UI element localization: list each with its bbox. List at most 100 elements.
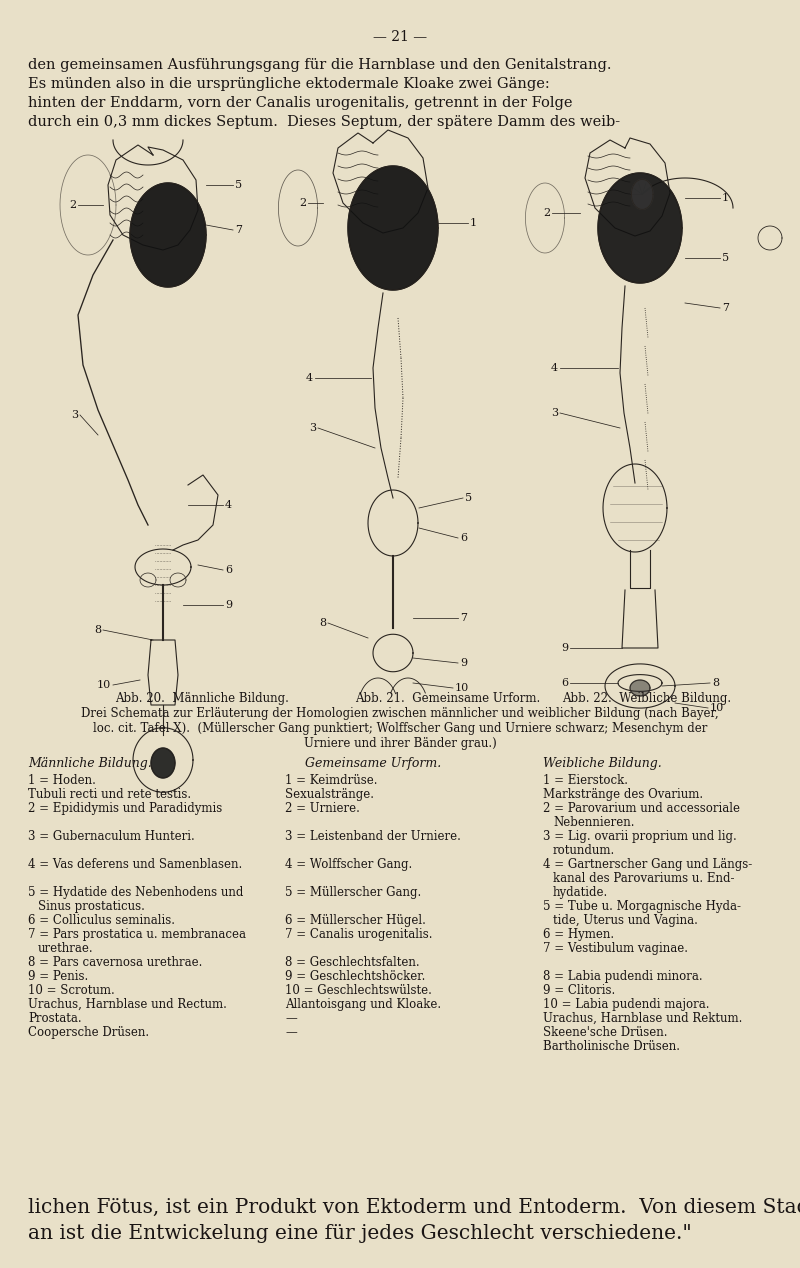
Polygon shape — [631, 179, 653, 209]
Text: Skeene'sche Drüsen.: Skeene'sche Drüsen. — [543, 1026, 667, 1038]
Text: lichen Fötus, ist ein Produkt von Ektoderm und Entoderm.  Von diesem Stadium: lichen Fötus, ist ein Produkt von Ektode… — [28, 1198, 800, 1217]
Text: 3: 3 — [551, 408, 558, 418]
Text: Prostata.: Prostata. — [28, 1012, 82, 1025]
Text: 8: 8 — [319, 618, 326, 628]
Text: 5 = Hydatide des Nebenhodens und: 5 = Hydatide des Nebenhodens und — [28, 886, 243, 899]
Text: 8: 8 — [712, 678, 719, 689]
Text: 1: 1 — [722, 193, 729, 203]
Text: 10 = Scrotum.: 10 = Scrotum. — [28, 984, 114, 997]
Text: Urachus, Harnblase und Rectum.: Urachus, Harnblase und Rectum. — [28, 998, 227, 1011]
Text: 2: 2 — [299, 198, 306, 208]
Text: Sexualstränge.: Sexualstränge. — [285, 787, 374, 801]
Text: 10: 10 — [97, 680, 111, 690]
Text: Allantoisgang und Kloake.: Allantoisgang und Kloake. — [285, 998, 441, 1011]
Text: 3 = Leistenband der Urniere.: 3 = Leistenband der Urniere. — [285, 831, 461, 843]
Text: tide, Uterus und Vagina.: tide, Uterus und Vagina. — [553, 914, 698, 927]
Text: 7: 7 — [722, 303, 729, 313]
Text: an ist die Entwickelung eine für jedes Geschlecht verschiedene.": an ist die Entwickelung eine für jedes G… — [28, 1224, 692, 1243]
Text: Urniere und ihrer Bänder grau.): Urniere und ihrer Bänder grau.) — [304, 737, 496, 749]
Text: Abb. 20.  Männliche Bildung.: Abb. 20. Männliche Bildung. — [115, 692, 289, 705]
Text: 4: 4 — [551, 363, 558, 373]
Text: Tubuli recti und rete testis.: Tubuli recti und rete testis. — [28, 787, 191, 801]
Text: 4 = Gartnerscher Gang und Längs-: 4 = Gartnerscher Gang und Längs- — [543, 858, 752, 871]
Text: —: — — [285, 1012, 297, 1025]
Text: 1: 1 — [470, 218, 477, 228]
Text: 2 = Epididymis und Paradidymis: 2 = Epididymis und Paradidymis — [28, 801, 222, 815]
Text: Gemeinsame Urform.: Gemeinsame Urform. — [305, 757, 442, 770]
Text: 8 = Labia pudendi minora.: 8 = Labia pudendi minora. — [543, 970, 702, 983]
Text: 6: 6 — [460, 533, 467, 543]
Text: Männliche Bildung.: Männliche Bildung. — [28, 757, 152, 770]
Text: 7 = Vestibulum vaginae.: 7 = Vestibulum vaginae. — [543, 942, 688, 955]
Text: 8 = Geschlechtsfalten.: 8 = Geschlechtsfalten. — [285, 956, 420, 969]
Text: 4 = Vas deferens und Samenblasen.: 4 = Vas deferens und Samenblasen. — [28, 858, 242, 871]
Text: 9 = Penis.: 9 = Penis. — [28, 970, 88, 983]
Text: 7: 7 — [235, 224, 242, 235]
Text: Nebennieren.: Nebennieren. — [553, 817, 634, 829]
Text: 1 = Eierstock.: 1 = Eierstock. — [543, 773, 628, 787]
Text: Drei Schemata zur Erläuterung der Homologien zwischen männlicher und weiblicher : Drei Schemata zur Erläuterung der Homolo… — [81, 708, 719, 720]
Text: 9: 9 — [460, 658, 467, 668]
Text: 8: 8 — [94, 625, 101, 635]
Text: 2 = Parovarium und accessoriale: 2 = Parovarium und accessoriale — [543, 801, 740, 815]
Text: hydatide.: hydatide. — [553, 886, 608, 899]
Text: hinten der Enddarm, vorn der Canalis urogenitalis, getrennt in der Folge: hinten der Enddarm, vorn der Canalis uro… — [28, 96, 573, 110]
Text: 6: 6 — [225, 566, 232, 574]
Text: 3: 3 — [309, 424, 316, 432]
Text: Markstränge des Ovarium.: Markstränge des Ovarium. — [543, 787, 703, 801]
Text: 5: 5 — [235, 180, 242, 190]
Text: 10: 10 — [455, 683, 470, 694]
Text: 9: 9 — [561, 643, 568, 653]
Text: Bartholinische Drüsen.: Bartholinische Drüsen. — [543, 1040, 680, 1052]
Text: 9: 9 — [225, 600, 232, 610]
Text: Coopersche Drüsen.: Coopersche Drüsen. — [28, 1026, 149, 1038]
Text: 2: 2 — [69, 200, 76, 210]
Text: 7 = Pars prostatica u. membranacea: 7 = Pars prostatica u. membranacea — [28, 928, 246, 941]
Polygon shape — [151, 748, 175, 779]
Text: Urachus, Harnblase und Rektum.: Urachus, Harnblase und Rektum. — [543, 1012, 742, 1025]
Text: Sinus prostaticus.: Sinus prostaticus. — [38, 900, 145, 913]
Text: 7: 7 — [460, 612, 467, 623]
Text: kanal des Parovariums u. End-: kanal des Parovariums u. End- — [553, 872, 734, 885]
Text: 4 = Wolffscher Gang.: 4 = Wolffscher Gang. — [285, 858, 412, 871]
Text: 2: 2 — [543, 208, 550, 218]
Text: Es münden also in die ursprüngliche ektodermale Kloake zwei Gänge:: Es münden also in die ursprüngliche ekto… — [28, 77, 550, 91]
Text: 1 = Hoden.: 1 = Hoden. — [28, 773, 96, 787]
Text: — 21 —: — 21 — — [373, 30, 427, 44]
Text: Weibliche Bildung.: Weibliche Bildung. — [543, 757, 662, 770]
Text: Abb. 22.  Weibliche Bildung.: Abb. 22. Weibliche Bildung. — [562, 692, 731, 705]
Text: 10 = Geschlechtswülste.: 10 = Geschlechtswülste. — [285, 984, 432, 997]
Text: 10 = Labia pudendi majora.: 10 = Labia pudendi majora. — [543, 998, 710, 1011]
Text: 6: 6 — [561, 678, 568, 689]
Text: loc. cit. Tafel X).  (Müllerscher Gang punktiert; Wolffscher Gang und Urniere sc: loc. cit. Tafel X). (Müllerscher Gang pu… — [93, 721, 707, 735]
Text: 8 = Pars cavernosa urethrae.: 8 = Pars cavernosa urethrae. — [28, 956, 202, 969]
Text: 5: 5 — [465, 493, 472, 503]
Polygon shape — [130, 183, 206, 287]
Text: 6 = Colliculus seminalis.: 6 = Colliculus seminalis. — [28, 914, 175, 927]
Text: 5 = Müllerscher Gang.: 5 = Müllerscher Gang. — [285, 886, 422, 899]
Text: 9 = Clitoris.: 9 = Clitoris. — [543, 984, 615, 997]
Text: 2 = Urniere.: 2 = Urniere. — [285, 801, 360, 815]
Text: 6 = Müllerscher Hügel.: 6 = Müllerscher Hügel. — [285, 914, 426, 927]
Text: 3 = Gubernaculum Hunteri.: 3 = Gubernaculum Hunteri. — [28, 831, 194, 843]
Text: 1 = Keimdrüse.: 1 = Keimdrüse. — [285, 773, 378, 787]
Text: 5 = Tube u. Morgagnische Hyda-: 5 = Tube u. Morgagnische Hyda- — [543, 900, 741, 913]
Text: durch ein 0,3 mm dickes Septum.  Dieses Septum, der spätere Damm des weib-: durch ein 0,3 mm dickes Septum. Dieses S… — [28, 115, 620, 129]
Text: 10: 10 — [710, 702, 724, 713]
Text: 4: 4 — [306, 373, 313, 383]
Text: 9 = Geschlechtshöcker.: 9 = Geschlechtshöcker. — [285, 970, 426, 983]
Text: den gemeinsamen Ausführungsgang für die Harnblase und den Genitalstrang.: den gemeinsamen Ausführungsgang für die … — [28, 58, 611, 72]
Text: urethrae.: urethrae. — [38, 942, 94, 955]
Text: 4: 4 — [225, 500, 232, 510]
Text: rotundum.: rotundum. — [553, 844, 615, 857]
Text: 6 = Hymen.: 6 = Hymen. — [543, 928, 614, 941]
Text: —: — — [285, 1026, 297, 1038]
Polygon shape — [630, 680, 650, 696]
Text: 5: 5 — [722, 254, 729, 262]
Text: Abb. 21.  Gemeinsame Urform.: Abb. 21. Gemeinsame Urform. — [355, 692, 540, 705]
Polygon shape — [598, 172, 682, 283]
Text: 3 = Lig. ovarii proprium und lig.: 3 = Lig. ovarii proprium und lig. — [543, 831, 737, 843]
Text: 7 = Canalis urogenitalis.: 7 = Canalis urogenitalis. — [285, 928, 433, 941]
Polygon shape — [348, 166, 438, 290]
Text: 3: 3 — [71, 410, 78, 420]
